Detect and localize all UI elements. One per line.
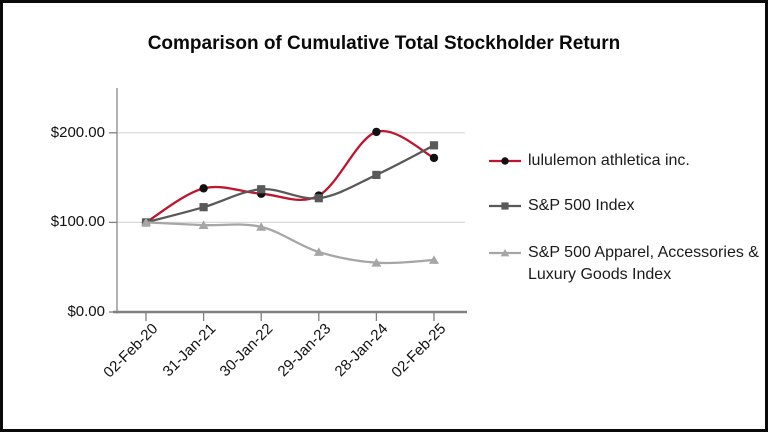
triangle-marker-icon xyxy=(500,248,510,257)
square-marker-icon xyxy=(257,185,266,194)
series-line-1 xyxy=(144,144,436,224)
series-line-0 xyxy=(144,129,436,224)
square-marker-icon xyxy=(429,141,439,150)
legend-item: S&P 500 Index xyxy=(488,195,760,217)
circle-marker-icon xyxy=(429,153,439,163)
y-tick-label: $0.00 xyxy=(67,303,105,320)
circle-marker-icon xyxy=(501,157,509,165)
square-marker-icon xyxy=(372,170,381,180)
y-tick-label: $100.00 xyxy=(50,213,105,231)
triangle-marker-icon xyxy=(429,255,439,264)
legend-item: S&P 500 Apparel, Accessories & Luxury Go… xyxy=(488,242,760,286)
y-tick-label: $200.00 xyxy=(50,123,105,141)
chart-plot-area xyxy=(109,88,467,321)
chart-title: Comparison of Cumulative Total Stockhold… xyxy=(147,33,621,54)
square-marker-icon xyxy=(501,202,509,210)
square-marker-icon xyxy=(314,194,323,203)
legend-circle-marker-icon xyxy=(489,157,521,165)
legend-label: S&P 500 Apparel, Accessories & Luxury Go… xyxy=(528,244,759,283)
circle-marker-icon xyxy=(372,127,381,137)
triangle-marker-icon xyxy=(256,222,267,231)
triangle-marker-icon xyxy=(141,217,151,227)
square-marker-icon xyxy=(199,203,208,212)
legend-label: S&P 500 Index xyxy=(528,197,635,214)
circle-marker-icon xyxy=(199,184,208,193)
triangle-marker-icon xyxy=(198,220,209,229)
series-line-2 xyxy=(144,221,436,265)
triangle-marker-icon xyxy=(371,258,382,267)
triangle-marker-icon xyxy=(313,247,324,256)
legend-triangle-marker-icon xyxy=(489,248,521,257)
legend-item: lululemon athletica inc. xyxy=(488,150,760,172)
legend-square-marker-icon xyxy=(489,202,521,210)
legend-label: lululemon athletica inc. xyxy=(528,152,690,169)
